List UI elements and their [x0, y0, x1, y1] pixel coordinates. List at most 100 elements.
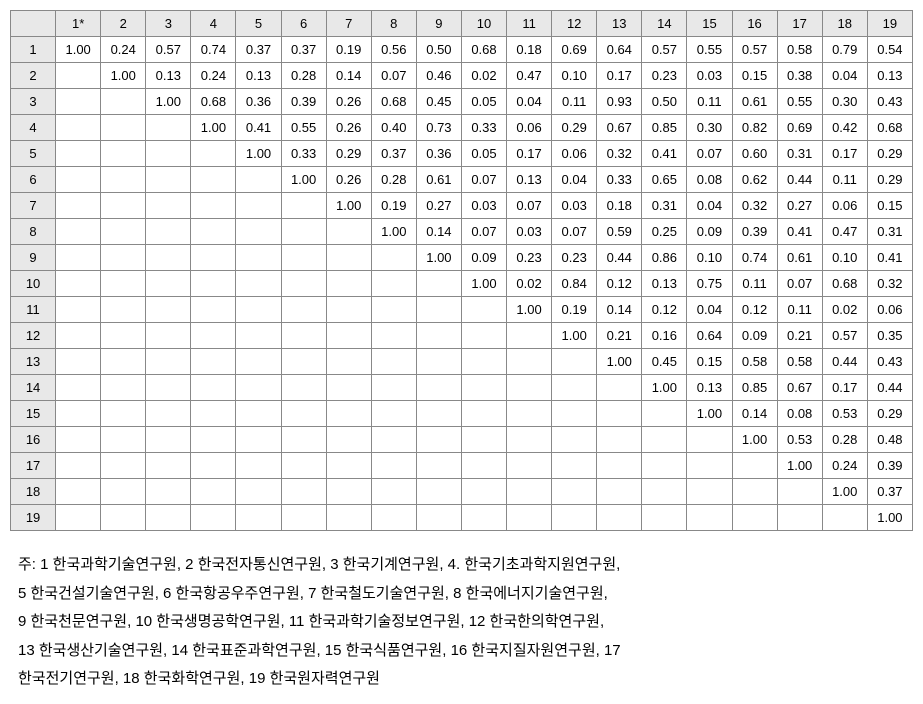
footnote-line: 9 한국천문연구원, 10 한국생명공학연구원, 11 한국과학기술정보연구원,… [18, 608, 913, 637]
data-cell: 0.24 [822, 453, 867, 479]
data-cell: 0.73 [416, 115, 461, 141]
data-cell: 1.00 [597, 349, 642, 375]
row-header: 4 [11, 115, 56, 141]
data-cell: 0.68 [461, 37, 506, 63]
footnote: 주: 1 한국과학기술연구원, 2 한국전자통신연구원, 3 한국기계연구원, … [10, 551, 913, 694]
row-header: 2 [11, 63, 56, 89]
data-cell [191, 219, 236, 245]
data-cell [281, 323, 326, 349]
data-cell [552, 375, 597, 401]
data-cell: 0.29 [326, 141, 371, 167]
col-header: 19 [867, 11, 912, 37]
data-cell: 0.11 [777, 297, 822, 323]
data-cell: 0.55 [777, 89, 822, 115]
data-cell: 0.43 [867, 349, 912, 375]
data-cell: 0.12 [732, 297, 777, 323]
data-cell: 0.61 [416, 167, 461, 193]
data-cell: 0.15 [867, 193, 912, 219]
data-cell: 0.44 [867, 375, 912, 401]
data-cell: 0.55 [687, 37, 732, 63]
data-cell: 0.74 [732, 245, 777, 271]
data-cell [191, 245, 236, 271]
data-cell [281, 479, 326, 505]
data-cell: 0.17 [822, 141, 867, 167]
row-header: 19 [11, 505, 56, 531]
data-cell [281, 401, 326, 427]
data-cell [597, 479, 642, 505]
data-cell: 0.30 [687, 115, 732, 141]
row-header: 6 [11, 167, 56, 193]
data-cell: 0.47 [822, 219, 867, 245]
data-cell: 0.13 [687, 375, 732, 401]
data-cell [56, 63, 101, 89]
data-cell: 1.00 [326, 193, 371, 219]
data-cell [236, 167, 281, 193]
data-cell [101, 89, 146, 115]
col-header: 2 [101, 11, 146, 37]
data-cell: 0.37 [867, 479, 912, 505]
data-cell: 0.45 [416, 89, 461, 115]
data-cell: 0.29 [552, 115, 597, 141]
data-cell: 0.68 [191, 89, 236, 115]
correlation-table: 1* 2 3 4 5 6 7 8 9 10 11 12 13 14 15 16 … [10, 10, 913, 531]
data-cell: 1.00 [416, 245, 461, 271]
data-cell [191, 193, 236, 219]
data-cell: 0.14 [416, 219, 461, 245]
data-cell: 0.07 [507, 193, 552, 219]
data-cell: 0.41 [777, 219, 822, 245]
data-cell: 0.09 [732, 323, 777, 349]
data-cell: 0.75 [687, 271, 732, 297]
data-cell: 0.39 [281, 89, 326, 115]
data-cell: 0.38 [777, 63, 822, 89]
row-header: 18 [11, 479, 56, 505]
data-cell: 0.19 [371, 193, 416, 219]
data-cell [416, 375, 461, 401]
data-cell [732, 453, 777, 479]
data-cell: 0.12 [597, 271, 642, 297]
data-cell [236, 323, 281, 349]
data-cell: 0.04 [822, 63, 867, 89]
data-cell [326, 401, 371, 427]
data-cell [461, 375, 506, 401]
data-cell [597, 453, 642, 479]
data-cell: 0.29 [867, 167, 912, 193]
data-cell: 0.74 [191, 37, 236, 63]
data-cell: 0.85 [642, 115, 687, 141]
data-cell: 0.32 [597, 141, 642, 167]
data-cell: 1.00 [822, 479, 867, 505]
data-cell [146, 193, 191, 219]
data-cell: 0.17 [507, 141, 552, 167]
data-cell: 0.79 [822, 37, 867, 63]
data-cell [326, 427, 371, 453]
data-cell: 0.21 [597, 323, 642, 349]
data-cell [642, 479, 687, 505]
data-cell: 0.11 [687, 89, 732, 115]
data-cell [597, 375, 642, 401]
data-cell [101, 297, 146, 323]
data-cell [56, 479, 101, 505]
data-cell [416, 427, 461, 453]
data-cell: 0.25 [642, 219, 687, 245]
data-cell [822, 505, 867, 531]
data-cell: 0.14 [597, 297, 642, 323]
data-cell: 0.21 [777, 323, 822, 349]
data-cell [416, 323, 461, 349]
table-row: 161.000.530.280.48 [11, 427, 913, 453]
table-row: 21.000.130.240.130.280.140.070.460.020.4… [11, 63, 913, 89]
col-header: 14 [642, 11, 687, 37]
table-body: 11.000.240.570.740.370.370.190.560.500.6… [11, 37, 913, 531]
data-cell: 0.68 [371, 89, 416, 115]
data-cell: 0.86 [642, 245, 687, 271]
col-header: 4 [191, 11, 236, 37]
data-cell [56, 193, 101, 219]
data-cell [101, 167, 146, 193]
data-cell [281, 427, 326, 453]
data-cell [597, 401, 642, 427]
data-cell [281, 245, 326, 271]
table-row: 151.000.140.080.530.29 [11, 401, 913, 427]
data-cell [101, 375, 146, 401]
data-cell: 0.23 [507, 245, 552, 271]
data-cell: 0.04 [552, 167, 597, 193]
data-cell [56, 167, 101, 193]
data-cell: 0.07 [371, 63, 416, 89]
